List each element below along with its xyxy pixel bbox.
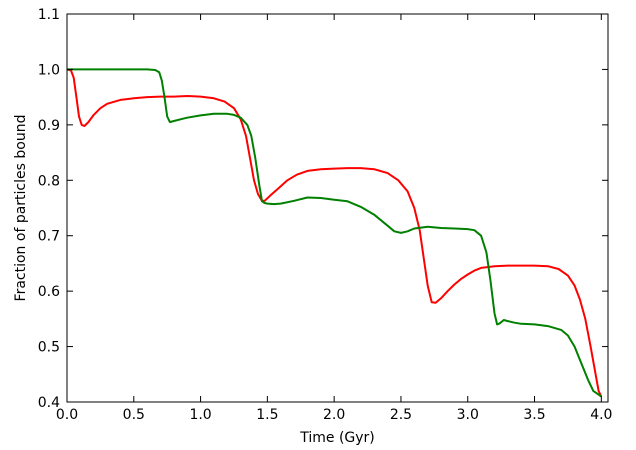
tick-labels: 0.0 0.5 1.0 1.5 2.0 2.5 3.0 3.5 4.0 0.4 0.5 0.6 0.7 0… [38, 7, 613, 423]
x-axis-label: Time (Gyr) [299, 430, 375, 446]
axis-ticks [66, 13, 608, 403]
x-tick-label: 3.5 [523, 407, 545, 423]
y-tick-label: 0.6 [38, 284, 60, 300]
x-tick-label: 4.0 [590, 407, 612, 423]
x-tick-label: 3.0 [457, 407, 479, 423]
y-tick-label: 0.8 [38, 173, 60, 189]
x-tick-label: 1.5 [256, 407, 278, 423]
x-tick-label: 1.0 [189, 407, 211, 423]
y-tick-label: 0.4 [38, 395, 60, 411]
x-tick-label: 0.5 [123, 407, 145, 423]
y-tick-label: 0.9 [38, 118, 60, 134]
x-tick-label: 2.0 [323, 407, 345, 423]
y-tick-label: 0.5 [38, 340, 60, 356]
y-tick-label: 0.7 [38, 229, 60, 245]
plot-frame [66, 13, 609, 403]
plot-lines [66, 68, 603, 398]
series-line-1 [66, 68, 603, 397]
y-axis-label: Fraction of particles bound [13, 115, 29, 302]
series-line-2 [67, 68, 602, 398]
x-tick-label: 2.5 [390, 407, 412, 423]
y-tick-label: 1.1 [38, 7, 60, 23]
y-tick-label: 1.0 [38, 62, 60, 78]
x-tick-label: 0.0 [56, 407, 78, 423]
